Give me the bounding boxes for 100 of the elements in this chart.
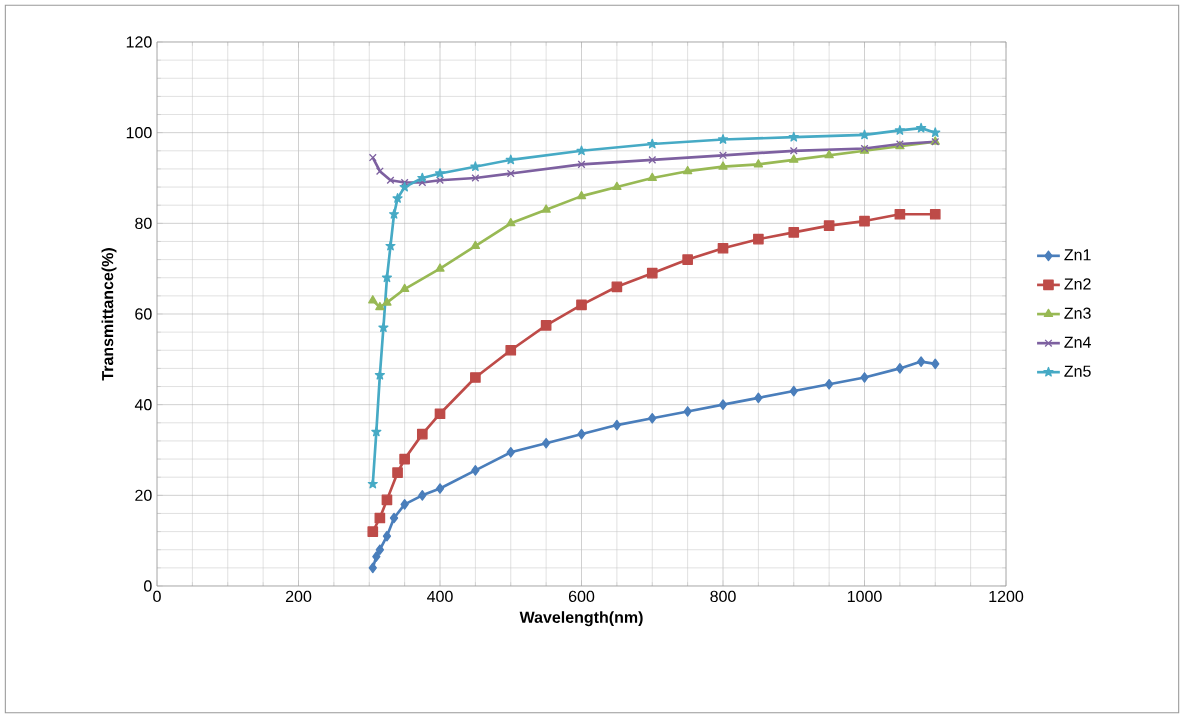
point	[859, 215, 870, 227]
point	[789, 154, 799, 163]
x-tick-label: 0	[153, 590, 161, 603]
point	[682, 165, 693, 175]
point	[506, 169, 515, 178]
point	[434, 168, 446, 178]
point	[894, 208, 906, 220]
point	[386, 176, 395, 185]
point	[392, 467, 403, 478]
point	[789, 146, 798, 155]
point	[368, 562, 377, 574]
point	[435, 263, 445, 272]
point	[576, 299, 587, 311]
point	[824, 378, 834, 390]
point	[916, 122, 927, 133]
x-tick-label: 800	[710, 590, 736, 603]
point	[577, 428, 586, 440]
point	[894, 125, 905, 135]
point	[368, 153, 377, 162]
point	[860, 372, 869, 383]
x-tick-label: 200	[285, 590, 312, 603]
point	[399, 283, 410, 293]
point	[399, 453, 410, 465]
point	[611, 281, 623, 293]
point	[824, 149, 834, 159]
point	[683, 406, 692, 417]
point	[372, 551, 381, 562]
point	[388, 208, 400, 219]
point	[576, 145, 587, 156]
point	[400, 499, 409, 510]
point	[416, 428, 428, 440]
point	[470, 161, 481, 172]
x-tick-label: 400	[427, 590, 453, 603]
point	[647, 172, 657, 181]
point	[541, 437, 551, 449]
y-tick-label: 60	[135, 308, 152, 320]
point	[506, 446, 515, 458]
point	[375, 544, 385, 556]
legend-label: Zn5	[1064, 365, 1091, 377]
x-axis-title: Wavelength(nm)	[519, 611, 643, 627]
point	[471, 174, 480, 182]
point	[435, 483, 445, 494]
point	[381, 272, 393, 283]
point	[470, 240, 481, 249]
point	[375, 167, 384, 176]
point	[612, 419, 622, 431]
point	[418, 178, 427, 187]
point	[823, 220, 835, 231]
x-tick-label: 1200	[989, 590, 1024, 603]
point	[382, 530, 392, 542]
point	[647, 138, 658, 149]
point	[540, 320, 552, 331]
point	[505, 154, 516, 165]
point	[389, 512, 399, 524]
y-axis-title: Transmittance(%)	[101, 248, 117, 381]
point	[719, 151, 727, 160]
point	[929, 208, 941, 220]
point	[648, 412, 657, 424]
point	[754, 392, 763, 404]
point	[718, 161, 728, 170]
point	[385, 240, 396, 251]
point	[717, 134, 729, 144]
point	[788, 227, 800, 238]
y-tick-label: 80	[135, 217, 152, 229]
point	[470, 372, 481, 383]
point	[916, 356, 926, 367]
point	[859, 129, 870, 140]
point	[646, 267, 658, 279]
y-tick-label: 20	[135, 489, 152, 501]
point	[577, 160, 586, 169]
point	[541, 204, 551, 213]
point	[682, 254, 693, 265]
point	[399, 181, 410, 192]
point	[368, 295, 378, 304]
point	[505, 344, 517, 356]
x-tick-label: 600	[568, 590, 595, 603]
point	[392, 193, 403, 203]
point	[382, 297, 392, 306]
legend-label: Zn4	[1064, 336, 1091, 348]
point	[371, 426, 382, 437]
point	[506, 218, 516, 227]
point	[434, 408, 446, 420]
point	[717, 242, 729, 254]
legend-label: Zn3	[1064, 307, 1091, 319]
point	[895, 363, 905, 374]
point	[471, 465, 480, 476]
point	[753, 233, 764, 245]
point	[930, 127, 941, 138]
point	[436, 176, 444, 185]
point	[648, 155, 657, 164]
point	[378, 322, 389, 333]
y-tick-label: 100	[126, 127, 152, 139]
legend-label: Zn1	[1064, 249, 1091, 261]
point	[931, 358, 940, 370]
y-tick-label: 120	[126, 36, 152, 48]
point	[789, 385, 798, 397]
point	[788, 131, 799, 142]
legend-label: Zn2	[1064, 278, 1091, 290]
point	[718, 399, 728, 410]
point	[367, 526, 379, 537]
